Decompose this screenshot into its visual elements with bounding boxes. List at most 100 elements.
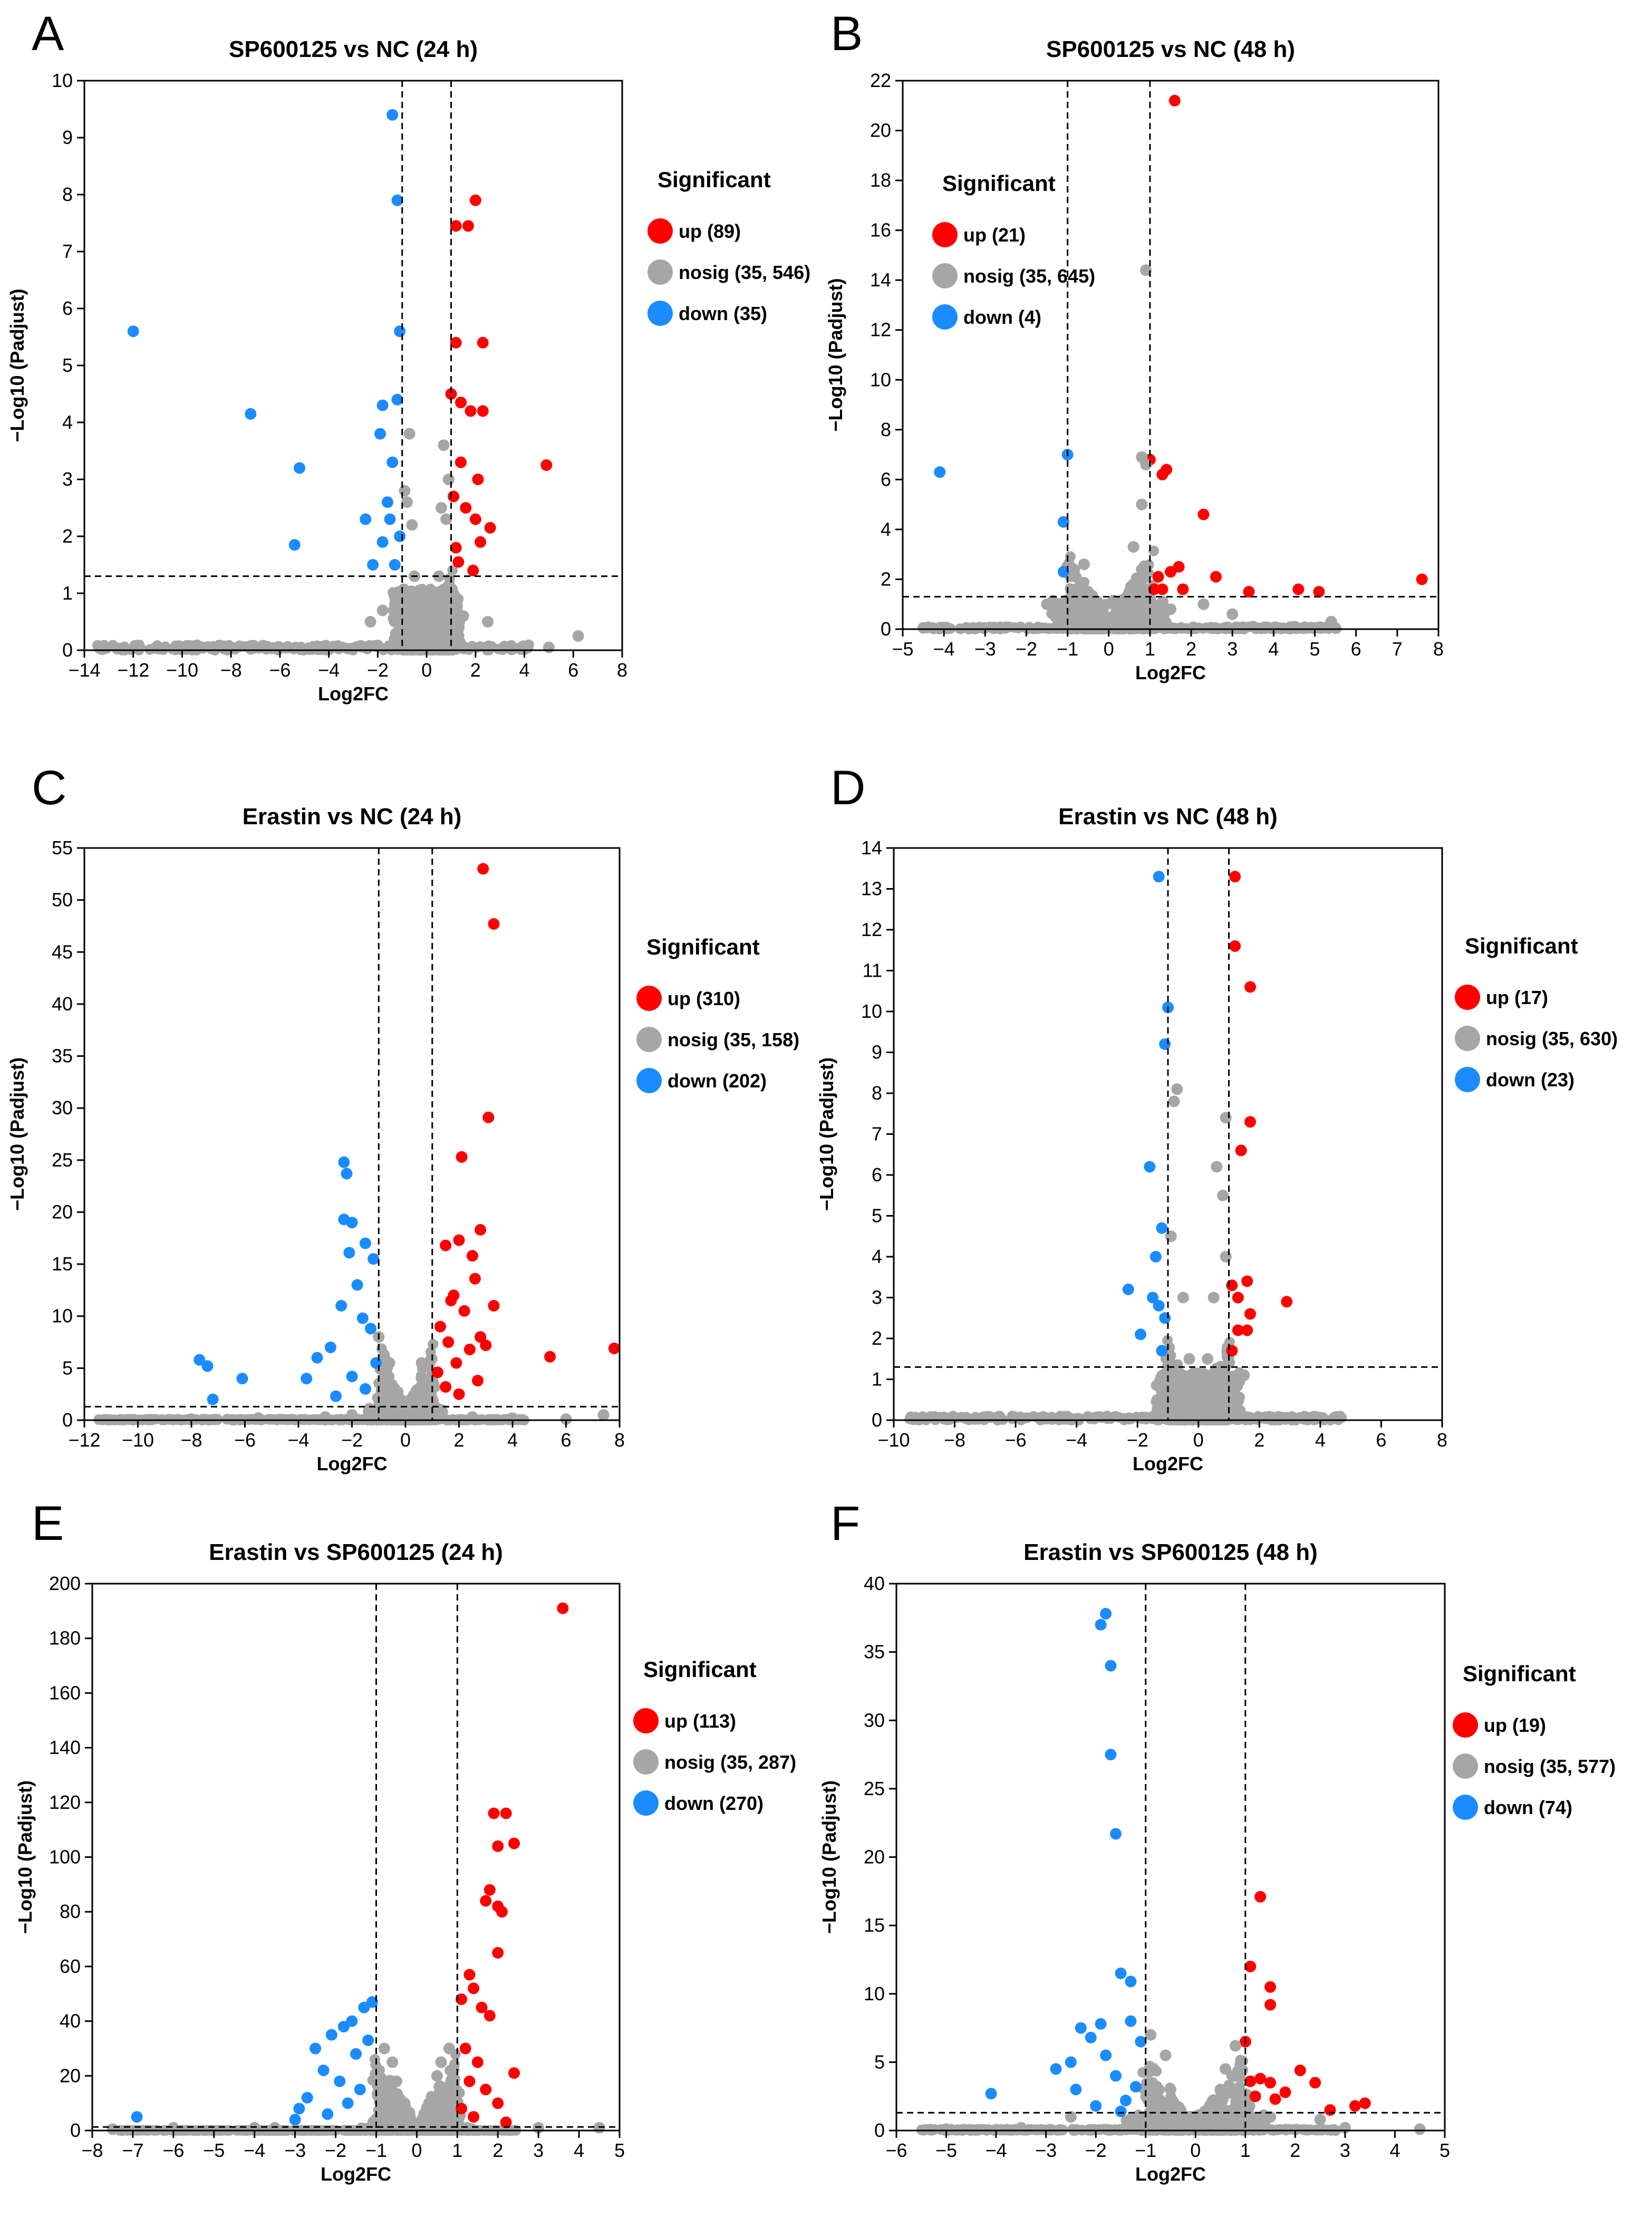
x-tick-label: 1 [1145,638,1155,660]
y-tick-label: 20 [52,1201,73,1222]
y-tick-label: 14 [870,269,891,291]
x-tick-label: 4 [1268,638,1279,660]
x-tick-label: −6 [234,1429,256,1451]
legend-swatch-nosig [1455,1026,1480,1051]
nosig-point [376,604,389,616]
up-point [472,1375,484,1386]
nosig-point [1144,611,1156,623]
series-up [1144,94,1428,598]
up-point [450,1357,462,1369]
chart-title: Erastin vs NC (48 h) [1058,804,1278,830]
nosig-density-cloud [93,1339,529,1425]
nosig-point [428,587,439,598]
nosig-point [345,642,356,653]
up-point [608,1342,620,1354]
nosig-point [1135,612,1145,622]
up-point [475,1331,487,1343]
up-point [477,405,489,417]
up-point [477,863,489,875]
y-axis-title: −Log10 (Padjust) [6,288,28,442]
down-point [934,466,946,478]
nosig-point [1232,1381,1243,1392]
nosig-point [318,642,330,653]
nosig-point [917,622,930,634]
up-point [465,405,477,417]
chart-title: SP600125 vs NC (48 h) [1046,36,1295,62]
nosig-point [1140,264,1152,276]
y-tick-label: 8 [872,1082,882,1104]
legend-swatch-up [932,222,958,247]
x-tick-label: 0 [1193,1429,1204,1451]
down-point [207,1393,219,1405]
y-tick-label: 6 [881,468,891,490]
up-point [1235,1144,1247,1156]
nosig-point [560,1413,572,1425]
up-point [1313,586,1325,598]
x-tick-label: −10 [122,1429,154,1451]
nosig-point [1224,1337,1235,1347]
nosig-point [1035,622,1046,633]
nosig-point [1127,541,1139,553]
nosig-point [1111,611,1123,623]
x-tick-label: 0 [1104,638,1114,660]
nosig-point [960,1413,971,1424]
nosig-point [416,1357,428,1369]
y-tick-label: 8 [881,419,891,440]
x-tick-label: −4 [318,659,340,681]
down-point [338,1156,350,1168]
down-point [324,1341,336,1353]
nosig-point [1069,593,1080,604]
nosig-point [1175,622,1186,633]
nosig-point [1065,551,1076,562]
nosig-point [439,606,450,617]
up-point [448,490,460,503]
nosig-point [438,439,450,451]
y-tick-label: 9 [62,127,73,148]
down-point [1153,871,1165,883]
nosig-point [435,622,446,633]
series-down [934,449,1074,578]
x-tick-label: 8 [614,1429,625,1451]
nosig-point [1165,603,1176,615]
x-tick-label: 2 [453,1429,464,1451]
up-point [1197,508,1210,521]
y-tick-label: 3 [872,1287,882,1308]
x-tick-label: 8 [1433,638,1444,660]
nosig-point [167,643,178,654]
legend-swatch-up [648,218,673,244]
series-up [1226,871,1293,1357]
nosig-point [424,2109,435,2119]
up-point [456,1151,468,1163]
nosig-point [1186,1394,1199,1406]
legend-label-up: up (310) [668,988,740,1009]
up-point [1241,1324,1253,1336]
nosig-point [99,640,110,651]
x-tick-label: −5 [892,638,913,660]
legend-label-nosig: nosig (35, 546) [679,262,810,283]
nosig-point [992,622,1003,633]
down-point [360,513,372,525]
up-point [1241,1275,1253,1287]
up-point [440,1239,452,1251]
nosig-point [1309,622,1320,633]
x-tick-label: −4 [1066,1429,1087,1451]
nosig-point [373,1411,384,1422]
nosig-point [265,1414,276,1425]
up-point [440,1381,452,1393]
nosig-point [597,1409,610,1421]
y-tick-label: 55 [52,837,73,859]
down-point [351,1279,363,1291]
up-point [1244,1308,1256,1320]
x-tick-label: −8 [180,1429,202,1451]
y-tick-label: 5 [62,1357,73,1379]
nosig-point [288,643,300,654]
nosig-point [925,1411,936,1422]
y-tick-label: 15 [52,1253,73,1275]
x-tick-label: 4 [507,1429,518,1451]
down-point [367,559,379,571]
x-tick-label: −4 [933,638,955,660]
down-point [346,1371,358,1383]
nosig-point [346,1409,358,1421]
